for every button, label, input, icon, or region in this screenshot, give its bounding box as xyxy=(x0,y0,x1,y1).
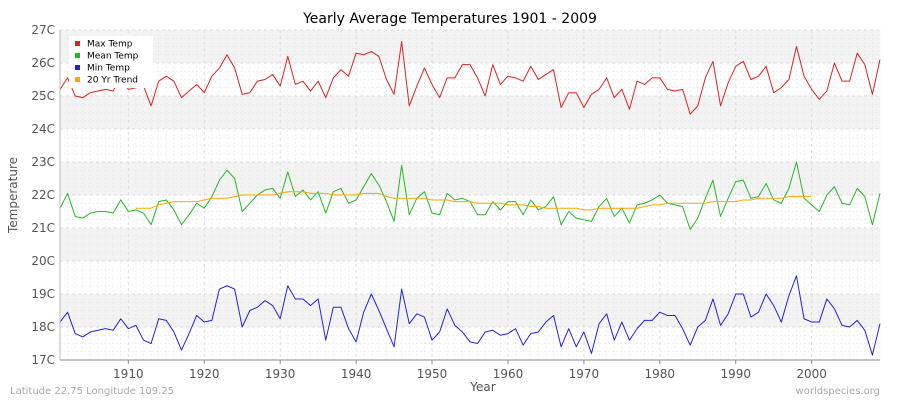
y-tick-label: 19C xyxy=(31,287,55,301)
legend-swatch xyxy=(75,77,80,82)
x-tick-label: 1910 xyxy=(113,367,144,381)
plot-axes xyxy=(59,30,880,364)
tick-labels: 17C 18C 19C 20C 21C 22C 23C 24C 25C 26C 27C 1910 192… xyxy=(31,23,827,381)
series-line-3 xyxy=(135,191,812,211)
legend-label: 20 Yr Trend xyxy=(87,76,138,86)
x-tick-label: 1950 xyxy=(417,367,448,381)
x-axis-label: Year xyxy=(469,380,495,394)
y-tick-label: 25C xyxy=(31,89,55,103)
chart-title: Yearly Average Temperatures 1901 - 2009 xyxy=(302,11,597,27)
x-tick-label: 1940 xyxy=(341,367,372,381)
y-tick-label: 23C xyxy=(31,155,55,169)
legend-swatch xyxy=(75,41,80,46)
legend-swatch xyxy=(75,65,80,70)
plot-series xyxy=(59,41,881,356)
series-line-2 xyxy=(59,275,881,356)
x-tick-label: 1920 xyxy=(189,367,220,381)
y-axis-label: Temperature xyxy=(6,157,20,234)
x-tick-label: 2000 xyxy=(796,367,827,381)
x-tick-label: 1960 xyxy=(493,367,524,381)
legend-label: Max Temp xyxy=(87,40,133,50)
series-line-0 xyxy=(59,41,881,115)
y-tick-label: 17C xyxy=(31,353,55,367)
legend-label: Min Temp xyxy=(87,64,130,74)
y-tick-label: 22C xyxy=(31,188,55,202)
y-tick-label: 27C xyxy=(31,23,55,37)
y-tick-label: 20C xyxy=(31,254,55,268)
x-tick-label: 1930 xyxy=(265,367,296,381)
chart-legend: Max Temp Mean Temp Min Temp 20 Yr Trend xyxy=(69,36,153,88)
legend-swatch xyxy=(75,53,80,58)
location-label: Latitude 22.75 Longitude 109.25 xyxy=(10,386,174,397)
y-tick-label: 18C xyxy=(31,320,55,334)
x-tick-label: 1990 xyxy=(720,367,751,381)
x-tick-label: 1970 xyxy=(569,367,600,381)
y-tick-label: 24C xyxy=(31,122,55,136)
y-tick-label: 21C xyxy=(31,221,55,235)
x-tick-label: 1980 xyxy=(645,367,676,381)
y-tick-label: 26C xyxy=(31,56,55,70)
legend-background xyxy=(69,36,153,88)
legend-label: Mean Temp xyxy=(87,52,139,62)
source-credit: worldspecies.org xyxy=(796,386,880,397)
